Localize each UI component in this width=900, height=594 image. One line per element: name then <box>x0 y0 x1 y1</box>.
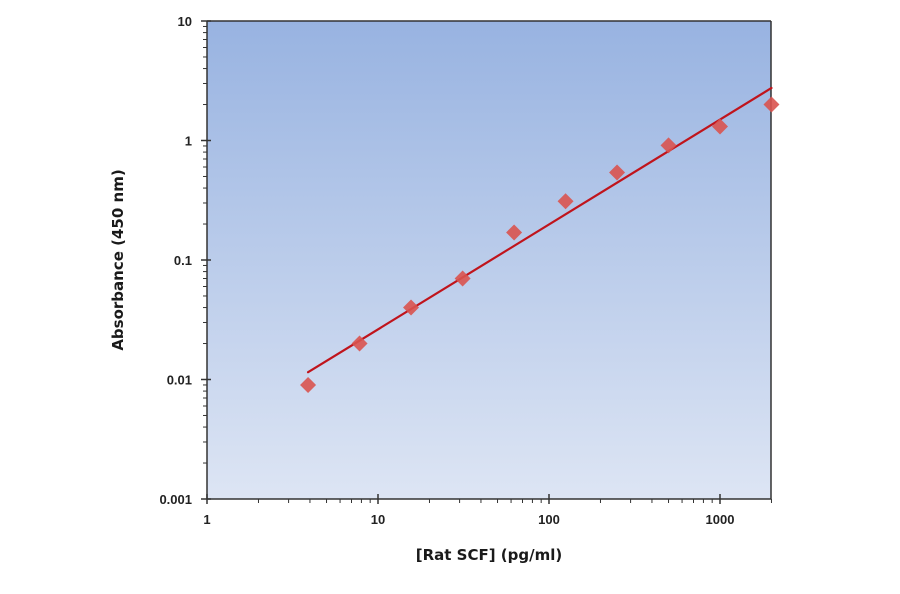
data-point-marker <box>763 96 780 113</box>
data-point-marker <box>557 193 574 210</box>
y-axis-title: Absorbance (450 nm) <box>109 169 127 350</box>
y-tick-label: 0.001 <box>159 492 192 507</box>
y-tick-label: 10 <box>178 14 192 29</box>
data-point-marker <box>300 376 317 393</box>
y-tick-label: 1 <box>185 134 192 149</box>
data-point-marker <box>506 224 523 241</box>
data-markers <box>300 96 780 393</box>
y-tick-label: 0.1 <box>174 253 192 268</box>
x-tick-label: 10 <box>371 512 385 527</box>
y-tick-label: 0.01 <box>167 373 192 388</box>
x-tick-label: 1000 <box>706 512 735 527</box>
data-point-marker <box>712 118 728 135</box>
fit-line <box>306 86 773 374</box>
data-point-marker <box>609 164 626 181</box>
x-axis-title: [Rat SCF] (pg/ml) <box>416 546 563 564</box>
x-tick-label: 100 <box>538 512 560 527</box>
x-axis: 1 10 100 1000 <box>203 494 772 527</box>
data-point-marker <box>660 137 677 154</box>
data-point-marker <box>454 270 471 287</box>
data-point-marker <box>403 299 420 316</box>
x-tick-label: 1 <box>203 512 210 527</box>
y-axis: 10 1 0.1 0.01 0.001 <box>159 14 211 507</box>
data-point-marker <box>351 335 368 352</box>
